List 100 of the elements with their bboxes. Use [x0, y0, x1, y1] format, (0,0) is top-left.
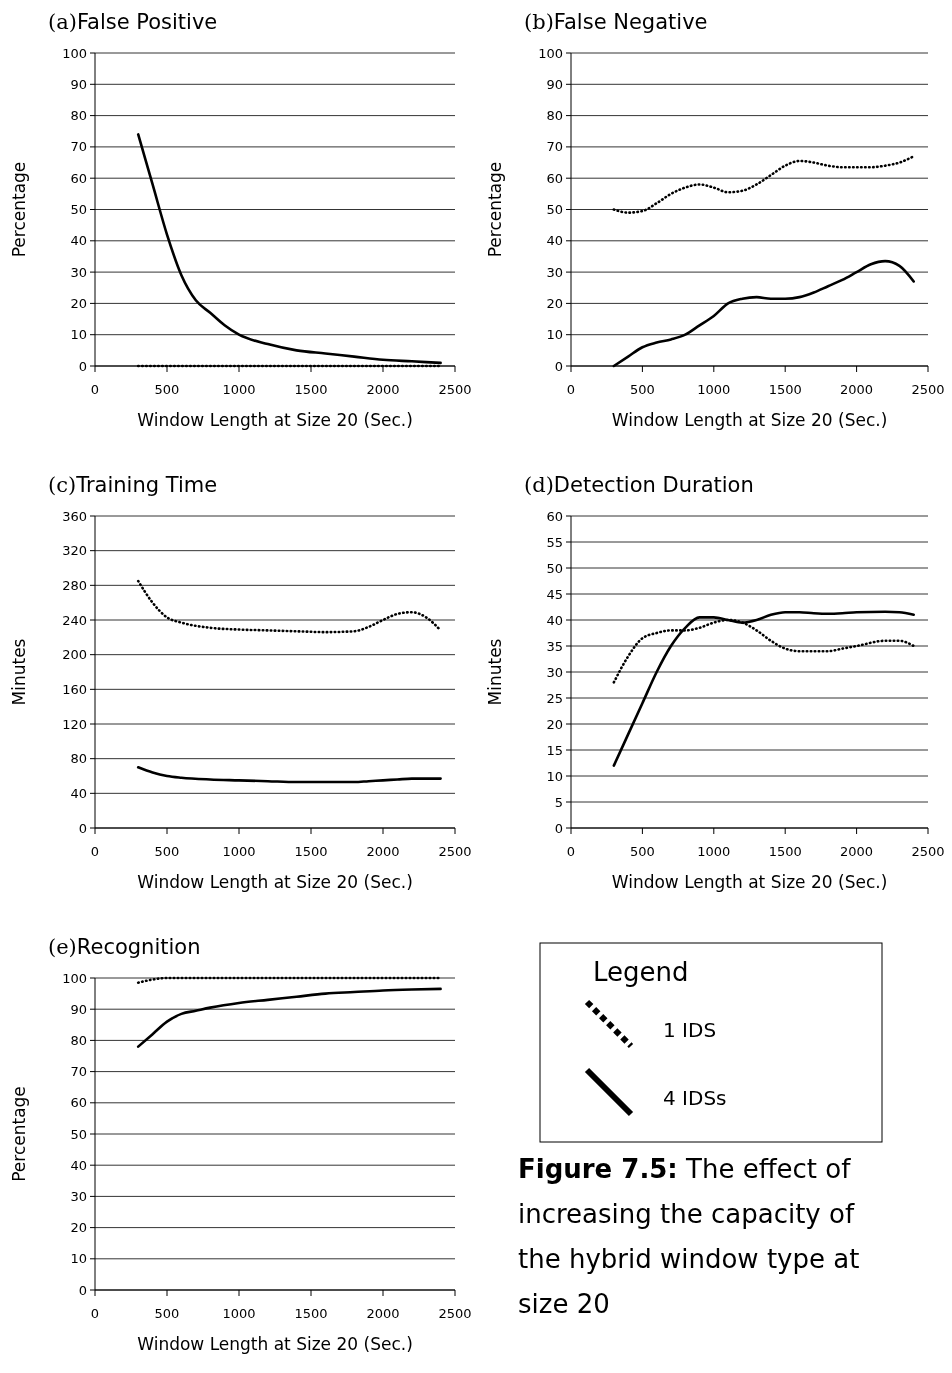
- y-tick-label: 90: [70, 1001, 87, 1017]
- y-tick-label: 10: [70, 1251, 87, 1267]
- x-tick-label: 1500: [768, 382, 802, 397]
- y-axis-title: Minutes: [9, 638, 29, 706]
- y-tick-label: 55: [546, 534, 563, 550]
- y-axis-title: Minutes: [485, 638, 505, 706]
- legend-label: 1 IDS: [663, 1018, 717, 1042]
- y-tick-label: 40: [546, 233, 563, 249]
- x-axis-title: Window Length at Size 20 (Sec.): [611, 872, 888, 892]
- chart-title: (a)False Positive: [48, 10, 218, 34]
- y-tick-label: 70: [70, 1064, 87, 1080]
- y-tick-label: 15: [546, 742, 563, 758]
- x-tick-label: 1500: [294, 1306, 328, 1321]
- x-tick-label: 500: [154, 844, 180, 859]
- line-series: [136, 766, 442, 784]
- y-tick-label: 50: [546, 560, 563, 576]
- y-tick-label: 100: [538, 45, 563, 61]
- x-tick-label: 500: [629, 844, 655, 859]
- y-tick-label: 280: [62, 577, 87, 593]
- y-tick-label: 35: [546, 638, 563, 654]
- y-tick-label: 10: [546, 327, 563, 343]
- chart-title: (d)Detection Duration: [524, 473, 754, 497]
- y-tick-label: 90: [546, 76, 563, 92]
- y-tick-label: 40: [70, 785, 87, 801]
- x-tick-label: 2000: [366, 844, 400, 859]
- x-tick-label: 2000: [840, 844, 874, 859]
- x-tick-label: 500: [629, 382, 655, 397]
- y-tick-label: 45: [546, 586, 563, 602]
- y-tick-label: 0: [554, 820, 563, 836]
- x-tick-label: 1500: [768, 844, 802, 859]
- x-tick-label: 2500: [911, 382, 945, 397]
- x-tick-label: 2000: [366, 1306, 400, 1321]
- x-axis-title: Window Length at Size 20 (Sec.): [611, 410, 888, 430]
- y-tick-label: 0: [554, 358, 563, 374]
- y-tick-label: 40: [70, 233, 87, 249]
- y-tick-label: 30: [70, 1188, 87, 1204]
- y-tick-label: 60: [546, 170, 563, 186]
- y-tick-label: 0: [78, 1282, 87, 1298]
- x-tick-label: 1500: [294, 844, 328, 859]
- y-tick-label: 80: [70, 1032, 87, 1048]
- x-tick-label: 0: [566, 844, 576, 859]
- y-tick-label: 70: [70, 139, 87, 155]
- legend-title: Legend: [593, 957, 689, 988]
- y-tick-label: 120: [62, 716, 87, 732]
- chart-title: (c)Training Time: [48, 473, 218, 497]
- y-tick-label: 80: [70, 108, 87, 124]
- y-tick-label: 60: [70, 1095, 87, 1111]
- y-tick-label: 80: [546, 108, 563, 124]
- y-axis-title: Percentage: [485, 161, 505, 258]
- y-tick-label: 100: [62, 45, 87, 61]
- y-tick-label: 60: [546, 508, 563, 524]
- y-tick-label: 20: [70, 295, 87, 311]
- y-axis-title: Percentage: [9, 161, 29, 258]
- x-tick-label: 500: [154, 1306, 180, 1321]
- y-tick-label: 70: [546, 139, 563, 155]
- x-tick-label: 2500: [438, 844, 472, 859]
- x-tick-label: 0: [90, 844, 100, 859]
- y-tick-label: 10: [546, 768, 563, 784]
- x-tick-label: 500: [154, 382, 180, 397]
- y-tick-label: 0: [78, 358, 87, 374]
- y-tick-label: 200: [62, 647, 87, 663]
- y-tick-label: 360: [62, 508, 87, 524]
- x-tick-label: 1000: [222, 382, 256, 397]
- x-axis-title: Window Length at Size 20 (Sec.): [137, 410, 413, 430]
- y-tick-label: 40: [70, 1157, 87, 1173]
- y-tick-label: 30: [70, 264, 87, 280]
- x-tick-label: 2500: [438, 1306, 472, 1321]
- y-tick-label: 20: [546, 295, 563, 311]
- y-tick-label: 30: [546, 664, 563, 680]
- y-tick-label: 80: [70, 751, 87, 767]
- y-tick-label: 0: [78, 820, 87, 836]
- y-tick-label: 50: [70, 202, 87, 217]
- x-tick-label: 1000: [222, 844, 256, 859]
- x-tick-label: 1500: [294, 382, 328, 397]
- chart-title: (b)False Negative: [524, 10, 708, 34]
- y-tick-label: 100: [62, 970, 87, 986]
- y-tick-label: 20: [70, 1220, 87, 1236]
- x-tick-label: 2000: [840, 382, 874, 397]
- y-tick-label: 60: [70, 170, 87, 186]
- y-tick-label: 25: [546, 690, 563, 706]
- x-axis-title: Window Length at Size 20 (Sec.): [137, 872, 413, 892]
- x-tick-label: 2000: [366, 382, 400, 397]
- x-tick-label: 1000: [697, 382, 731, 397]
- x-tick-label: 2500: [911, 844, 945, 859]
- chart-title: (e)Recognition: [48, 935, 201, 959]
- y-tick-label: 160: [62, 681, 87, 697]
- y-axis-title: Percentage: [9, 1086, 29, 1182]
- y-tick-label: 50: [546, 202, 563, 217]
- x-axis-title: Window Length at Size 20 (Sec.): [137, 1334, 413, 1354]
- x-tick-label: 1000: [222, 1306, 256, 1321]
- y-tick-label: 5: [554, 794, 563, 810]
- x-tick-label: 0: [566, 382, 576, 397]
- x-tick-label: 0: [90, 1306, 100, 1321]
- x-tick-label: 0: [90, 382, 100, 397]
- y-tick-label: 30: [546, 264, 563, 280]
- y-tick-label: 10: [70, 327, 87, 343]
- legend-label: 4 IDSs: [663, 1086, 727, 1110]
- y-tick-label: 320: [62, 543, 87, 559]
- y-tick-label: 240: [62, 612, 87, 628]
- y-tick-label: 90: [70, 76, 87, 92]
